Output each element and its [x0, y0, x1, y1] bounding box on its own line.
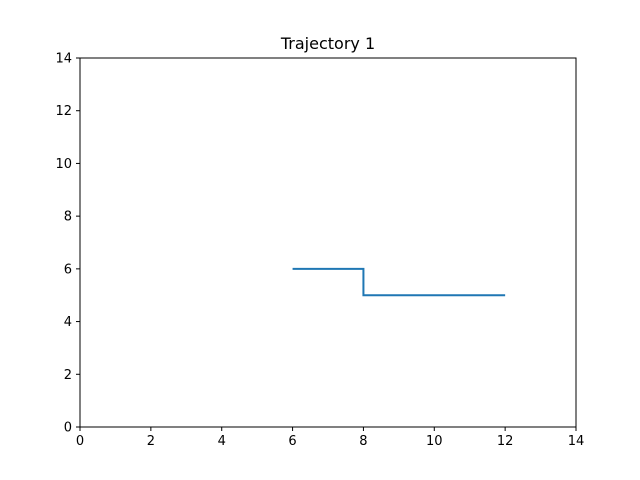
y-tick-label: 10	[55, 157, 72, 172]
y-axis: 0 2 4 6 8 10 12 14	[55, 52, 80, 436]
y-tick-label: 12	[55, 104, 72, 119]
x-tick-label: 2	[147, 434, 155, 449]
y-tick-label: 8	[64, 210, 72, 225]
y-tick-label: 0	[64, 421, 72, 436]
y-tick-label: 2	[64, 368, 72, 383]
x-tick-label: 4	[218, 434, 226, 449]
chart-title: Trajectory 1	[280, 34, 375, 53]
x-tick-label: 0	[76, 434, 84, 449]
plot-area	[79, 57, 577, 428]
x-tick-label: 8	[359, 434, 367, 449]
y-tick-label: 14	[55, 52, 72, 67]
x-axis: 0 2 4 6 8 10 12 14	[76, 427, 584, 449]
y-tick-label: 6	[64, 262, 72, 277]
x-tick-label: 10	[426, 434, 443, 449]
series-layer	[292, 267, 506, 297]
axes-frame	[79, 57, 577, 428]
x-tick-label: 14	[568, 434, 585, 449]
x-tick-label: 12	[497, 434, 514, 449]
trajectory-line	[292, 267, 506, 297]
y-tick-label: 4	[64, 315, 72, 330]
x-tick-label: 6	[288, 434, 296, 449]
